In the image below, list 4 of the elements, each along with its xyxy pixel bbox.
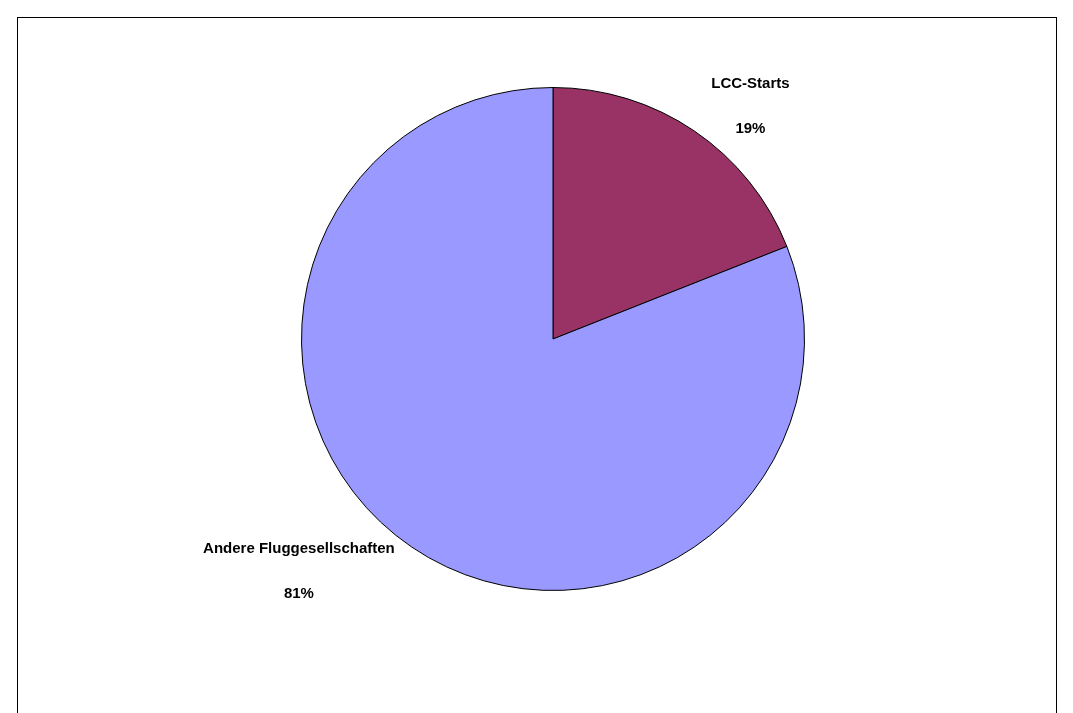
slice-label: LCC-Starts xyxy=(711,73,790,91)
slice-label: Andere Fluggesellschaften xyxy=(203,539,395,557)
data-label: 19% xyxy=(735,118,766,136)
data-label: 81% xyxy=(283,584,314,602)
